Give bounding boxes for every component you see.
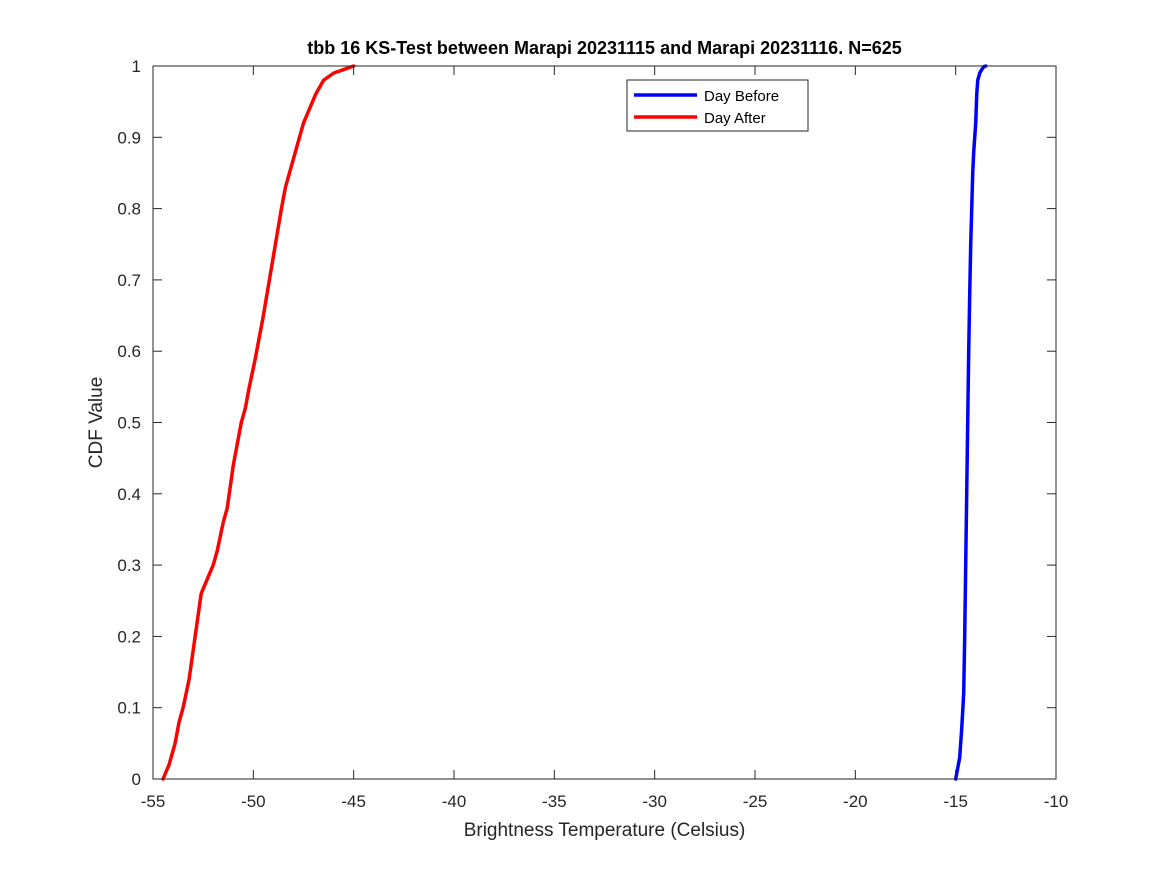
y-tick-label: 0.5 bbox=[117, 414, 141, 433]
legend-box bbox=[626, 79, 809, 132]
y-tick-label: 0.3 bbox=[117, 556, 141, 575]
x-tick-label: -20 bbox=[843, 792, 868, 811]
series-layer bbox=[161, 64, 988, 781]
y-axis-label: CDF Value bbox=[86, 377, 107, 469]
x-tick-label: -35 bbox=[542, 792, 567, 811]
y-tick-label: 0.7 bbox=[117, 271, 141, 290]
y-tick-label: 0 bbox=[132, 770, 141, 789]
series-line-day-before bbox=[953, 64, 988, 781]
y-tick-label: 0.1 bbox=[117, 699, 141, 718]
x-tick-label: -50 bbox=[241, 792, 266, 811]
x-tick-label: -45 bbox=[341, 792, 366, 811]
plot-area bbox=[153, 66, 1056, 779]
legend-label-day-before: Day Before bbox=[704, 88, 779, 105]
x-tick-label: -15 bbox=[943, 792, 968, 811]
y-tick-label: 0.8 bbox=[117, 200, 141, 219]
x-tick-label: -55 bbox=[141, 792, 166, 811]
x-tick-label: -30 bbox=[642, 792, 667, 811]
chart-title: tbb 16 KS-Test between Marapi 20231115 a… bbox=[307, 38, 901, 58]
legend: Day Before Day After bbox=[626, 79, 809, 132]
series-line-day-after bbox=[161, 64, 356, 781]
x-tick-label: -25 bbox=[743, 792, 768, 811]
y-tick-label: 0.9 bbox=[117, 128, 141, 147]
y-tick-label: 0.2 bbox=[117, 627, 141, 646]
x-tick-label: -10 bbox=[1044, 792, 1069, 811]
tick-layer: -55 -50 -45 -40 -35 -30 -25 -20 -15 -10 0 0.1 0.2 0.3… bbox=[117, 57, 1068, 811]
y-tick-label: 0.6 bbox=[117, 342, 141, 361]
x-axis-label: Brightness Temperature (Celsius) bbox=[464, 820, 746, 841]
x-tick-label: -40 bbox=[442, 792, 467, 811]
y-tick-label: 1 bbox=[132, 57, 141, 76]
y-tick-label: 0.4 bbox=[117, 485, 141, 504]
legend-label-day-after: Day After bbox=[704, 110, 766, 127]
